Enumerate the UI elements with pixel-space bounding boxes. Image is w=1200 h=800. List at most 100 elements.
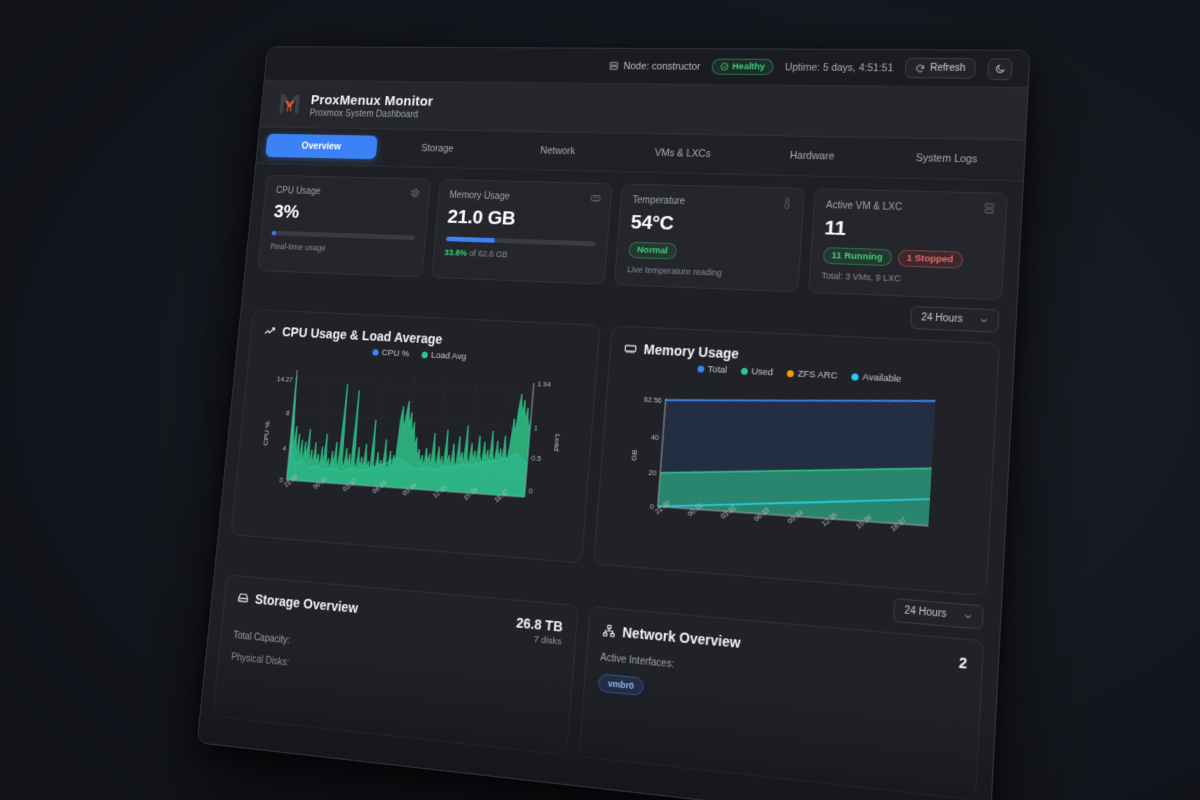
temperature-card-foot: Live temperature reading bbox=[626, 264, 723, 278]
network-panel-title: Network Overview bbox=[621, 624, 742, 651]
network-title-row: Network Overview bbox=[602, 622, 741, 651]
svg-text:20: 20 bbox=[648, 469, 657, 478]
cpu-card-value: 3% bbox=[272, 201, 300, 223]
vm-stopped-badge: 1 Stopped bbox=[897, 249, 963, 269]
legend-label-load: Load Avg bbox=[430, 350, 467, 363]
memory-stick-icon bbox=[590, 192, 602, 204]
svg-text:0: 0 bbox=[528, 487, 533, 495]
memory-total: of 62.6 GB bbox=[466, 248, 509, 260]
network-overview-panel: Network Overview 2 Active Interfaces: vm… bbox=[578, 606, 985, 800]
svg-text:4: 4 bbox=[282, 445, 286, 453]
main-content: CPU Usage 3% Real-time usage Memory Usag… bbox=[200, 164, 1022, 800]
memory-chart-canvas: 62.56 40 20 0 GB 21:30 00:31 03:32 06:33 0… bbox=[609, 376, 982, 576]
status-badge-healthy: Healthy bbox=[710, 58, 775, 76]
legend-item-total: Total bbox=[696, 364, 728, 376]
storage-capacity: 26.8 TB bbox=[515, 614, 564, 635]
theme-toggle-button[interactable] bbox=[987, 57, 1013, 80]
temperature-card: Temperature 54°C Normal Live temperature… bbox=[613, 183, 805, 293]
node-indicator: Node: constructor bbox=[608, 60, 701, 73]
storage-overview-panel: Storage Overview 26.8 TB 7 disks Total C… bbox=[212, 574, 579, 756]
svg-text:62.56: 62.56 bbox=[644, 396, 662, 405]
legend-label-zfsarc: ZFS ARC bbox=[797, 368, 838, 382]
refresh-label: Refresh bbox=[929, 62, 966, 74]
svg-text:0: 0 bbox=[279, 476, 283, 484]
svg-text:0: 0 bbox=[650, 503, 655, 512]
memory-percent: 33.6% bbox=[444, 247, 468, 258]
temperature-card-label: Temperature bbox=[632, 195, 686, 207]
tab-network[interactable]: Network bbox=[539, 145, 576, 158]
cpu-progress-bar bbox=[271, 230, 415, 241]
node-label: Node: constructor bbox=[622, 60, 701, 73]
vm-card-value: 11 bbox=[823, 216, 847, 240]
page-title: ProxMenux Monitor bbox=[310, 92, 434, 109]
trending-up-icon bbox=[263, 324, 277, 338]
svg-text:1.94: 1.94 bbox=[537, 380, 551, 389]
vm-badge-row: 11 Running 1 Stopped bbox=[822, 247, 991, 270]
legend-label-cpu: CPU % bbox=[381, 347, 410, 360]
memory-chart-panel: Memory Usage Total Used ZFS ARC Availabl… bbox=[593, 325, 1000, 597]
cpu-usage-card: CPU Usage 3% Real-time usage bbox=[257, 174, 431, 278]
memory-usage-card: Memory Usage 21.0 GB 33.6% of 62.6 GB bbox=[430, 178, 613, 285]
svg-text:40: 40 bbox=[651, 433, 660, 442]
tab-storage[interactable]: Storage bbox=[420, 142, 454, 155]
refresh-icon bbox=[915, 63, 926, 73]
tab-vms-lxcs[interactable]: VMs & LXCs bbox=[654, 147, 711, 160]
cpu-chart-svg: 14.27 8 4 0 CPU % 1.94 1 0.5 0 Load bbox=[261, 357, 562, 504]
svg-text:14.27: 14.27 bbox=[277, 375, 294, 384]
app-window: Node: constructor Healthy Uptime: 5 days… bbox=[196, 46, 1031, 800]
moon-icon bbox=[994, 63, 1006, 74]
cpu-progress-fill bbox=[271, 230, 277, 236]
cpu-y-axis-labels: 14.27 8 4 0 bbox=[277, 375, 294, 484]
time-range-value-memory: 24 Hours bbox=[903, 605, 947, 621]
layers-server-icon bbox=[983, 202, 996, 214]
load-series-area bbox=[295, 383, 534, 495]
memory-stick-icon bbox=[623, 341, 637, 355]
chevron-down-icon bbox=[979, 316, 989, 325]
svg-text:0.5: 0.5 bbox=[531, 454, 541, 463]
refresh-button[interactable]: Refresh bbox=[904, 57, 977, 79]
legend-item-load: Load Avg bbox=[421, 350, 467, 363]
time-range-select-memory[interactable]: 24 Hours bbox=[893, 598, 984, 630]
legend-item-cpu: CPU % bbox=[371, 347, 410, 360]
vm-card-label: Active VM & LXC bbox=[825, 200, 903, 214]
vm-card-foot: Total: 3 VMs, 9 LXC bbox=[821, 270, 902, 284]
legend-label-total: Total bbox=[707, 364, 728, 376]
network-interface-badge: vmbr0 bbox=[597, 673, 645, 697]
chevron-down-icon bbox=[963, 611, 973, 621]
network-interface-count: 2 bbox=[958, 654, 968, 672]
storage-disk-count: 7 disks bbox=[533, 634, 562, 648]
memory-card-foot: 33.6% of 62.6 GB bbox=[444, 248, 595, 263]
legend-label-available: Available bbox=[862, 371, 902, 385]
tab-system-logs[interactable]: System Logs bbox=[915, 152, 978, 166]
cpu-chip-icon bbox=[409, 187, 420, 198]
memory-card-label: Memory Usage bbox=[449, 190, 511, 203]
legend-label-used: Used bbox=[751, 366, 774, 379]
chart-grid: CPU Usage & Load Average CPU % Load Avg bbox=[230, 309, 1000, 597]
tab-hardware[interactable]: Hardware bbox=[789, 149, 835, 163]
time-range-value-top: 24 Hours bbox=[920, 312, 964, 326]
network-head-right: 2 bbox=[958, 654, 967, 672]
legend-item-zfsarc: ZFS ARC bbox=[786, 368, 838, 382]
cpu-chart-panel: CPU Usage & Load Average CPU % Load Avg bbox=[230, 309, 601, 564]
cpu-y-axis-title: CPU % bbox=[261, 421, 271, 446]
legend-item-used: Used bbox=[740, 366, 774, 379]
memory-card-value: 21.0 GB bbox=[446, 205, 517, 230]
legend-item-available: Available bbox=[851, 371, 902, 385]
cpu-card-foot: Real-time usage bbox=[270, 241, 327, 253]
memory-chart-title: Memory Usage bbox=[643, 341, 740, 362]
uptime-label: Uptime: 5 days, 4:51:51 bbox=[784, 61, 894, 74]
check-circle-icon bbox=[720, 62, 729, 71]
tab-overview[interactable]: Overview bbox=[265, 133, 379, 160]
cpu-y2-axis-labels: 1.94 1 0.5 0 bbox=[528, 380, 551, 496]
storage-head-right: 26.8 TB 7 disks bbox=[515, 615, 564, 648]
memory-y-axis-title: GB bbox=[629, 449, 639, 461]
temperature-status-badge: Normal bbox=[628, 241, 677, 260]
health-badge-label: Healthy bbox=[731, 61, 766, 73]
memory-y-axis-labels: 62.56 40 20 0 bbox=[644, 396, 662, 512]
vm-running-badge: 11 Running bbox=[822, 247, 893, 267]
network-icon bbox=[602, 623, 616, 638]
active-vm-lxc-card: Active VM & LXC 11 11 Running 1 Stopped … bbox=[807, 188, 1008, 301]
time-range-select-top[interactable]: 24 Hours bbox=[910, 305, 1000, 333]
